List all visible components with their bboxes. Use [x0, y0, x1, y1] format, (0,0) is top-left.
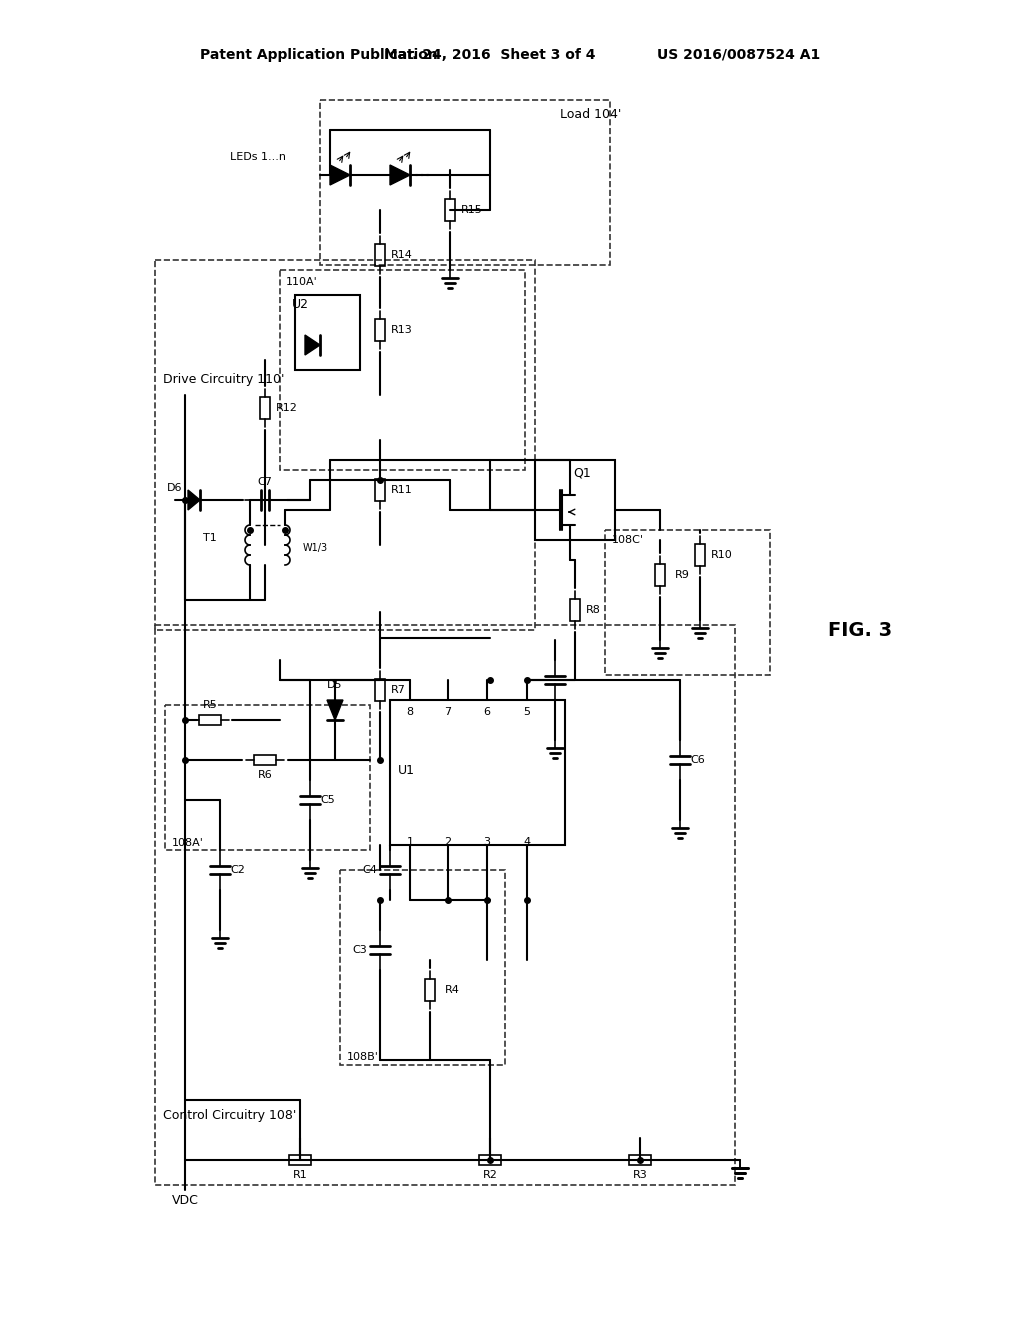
Bar [655, 564, 665, 586]
Text: 8: 8 [407, 708, 414, 717]
Text: R12: R12 [276, 403, 298, 413]
Text: 6: 6 [483, 708, 490, 717]
Text: R11: R11 [391, 484, 413, 495]
Bar [375, 319, 385, 341]
Polygon shape [330, 165, 350, 185]
Text: Mar. 24, 2016  Sheet 3 of 4: Mar. 24, 2016 Sheet 3 of 4 [384, 48, 596, 62]
Text: R7: R7 [390, 685, 406, 696]
Text: 4: 4 [523, 837, 530, 847]
Bar [280, 271, 525, 470]
Bar [340, 870, 505, 1065]
Text: R10: R10 [711, 550, 733, 560]
Text: 108B': 108B' [347, 1052, 379, 1063]
Text: U1: U1 [398, 763, 415, 776]
Text: 7: 7 [444, 708, 452, 717]
Bar [425, 979, 435, 1001]
Bar [695, 544, 705, 566]
Text: D5: D5 [328, 680, 343, 690]
Text: 1: 1 [407, 837, 414, 847]
Bar [289, 1155, 311, 1166]
Text: U2: U2 [292, 298, 308, 312]
Bar [199, 715, 221, 725]
Text: 2: 2 [444, 837, 452, 847]
Text: FIG. 3: FIG. 3 [828, 620, 892, 639]
Text: VDC: VDC [172, 1193, 199, 1206]
Bar [445, 199, 455, 220]
Text: C3: C3 [352, 945, 368, 954]
Bar [605, 531, 770, 675]
Bar [155, 624, 735, 1185]
Text: R8: R8 [586, 605, 600, 615]
Bar [254, 755, 276, 766]
Text: R5: R5 [203, 700, 217, 710]
Bar [375, 244, 385, 267]
Bar [390, 700, 565, 845]
Text: R6: R6 [258, 770, 272, 780]
Polygon shape [305, 335, 319, 355]
Text: R4: R4 [444, 985, 460, 995]
Bar [165, 705, 370, 850]
Bar [629, 1155, 651, 1166]
Polygon shape [327, 700, 343, 719]
Text: R1: R1 [293, 1170, 307, 1180]
Text: R14: R14 [391, 249, 413, 260]
Text: 110A': 110A' [286, 277, 317, 286]
Text: R13: R13 [391, 325, 413, 335]
Text: C2: C2 [230, 865, 246, 875]
Bar [375, 678, 385, 701]
Text: R2: R2 [482, 1170, 498, 1180]
Polygon shape [390, 165, 410, 185]
Bar [319, 100, 610, 265]
Bar [479, 1155, 501, 1166]
Text: T1: T1 [203, 533, 217, 543]
Text: Drive Circuitry 110': Drive Circuitry 110' [163, 374, 285, 387]
Text: W1/3: W1/3 [302, 543, 328, 553]
Text: R9: R9 [675, 570, 689, 579]
Text: C4: C4 [362, 865, 378, 875]
Text: R3: R3 [633, 1170, 647, 1180]
Bar [295, 294, 360, 370]
Bar [260, 397, 270, 418]
Polygon shape [188, 490, 200, 510]
Text: Patent Application Publication: Patent Application Publication [200, 48, 437, 62]
Text: Q1: Q1 [573, 466, 591, 479]
Text: 108A': 108A' [172, 838, 204, 847]
Text: R15: R15 [461, 205, 483, 215]
Text: LEDs 1...n: LEDs 1...n [230, 152, 286, 162]
Bar [570, 599, 580, 620]
Text: 3: 3 [483, 837, 490, 847]
Bar [155, 260, 535, 630]
Bar [375, 479, 385, 502]
Text: US 2016/0087524 A1: US 2016/0087524 A1 [656, 48, 820, 62]
Text: C5: C5 [321, 795, 336, 805]
Text: 108C': 108C' [612, 535, 644, 545]
Text: C6: C6 [690, 755, 706, 766]
Text: Control Circuitry 108': Control Circuitry 108' [163, 1109, 296, 1122]
Bar [535, 459, 615, 540]
Text: 5: 5 [523, 708, 530, 717]
Text: D6: D6 [167, 483, 182, 492]
Text: Load 104': Load 104' [560, 108, 622, 121]
Text: C7: C7 [258, 477, 272, 487]
